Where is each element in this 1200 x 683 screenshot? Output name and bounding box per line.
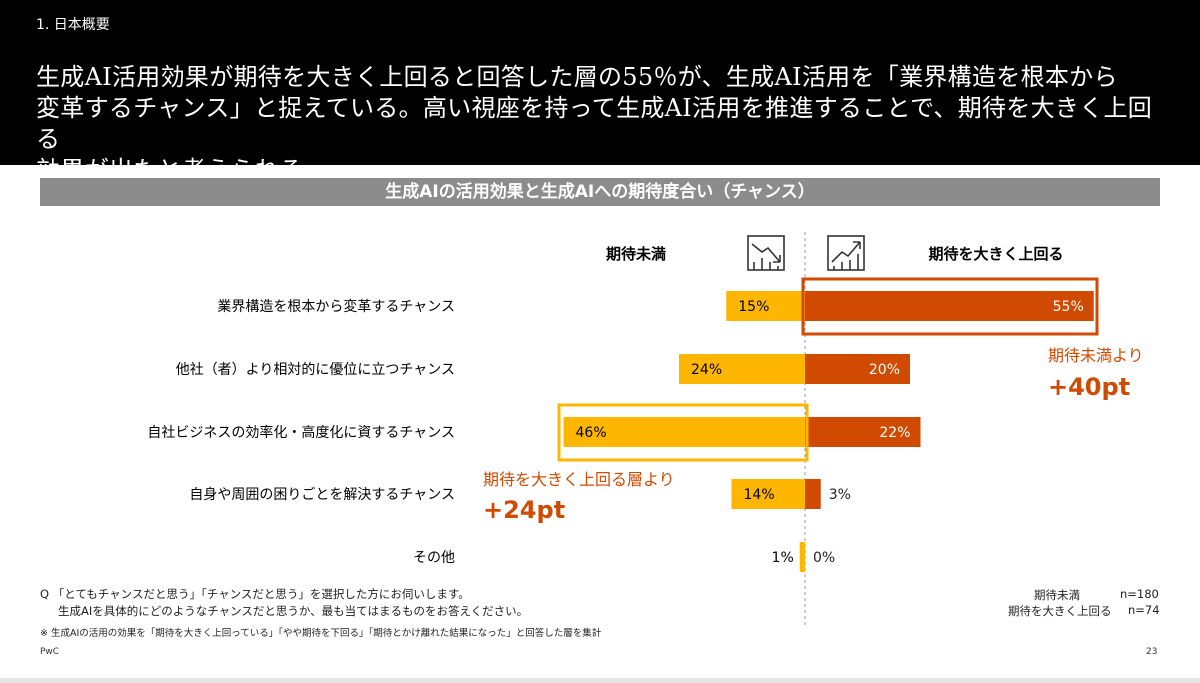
bar-above-label: 22% [879, 425, 910, 441]
up-trend-icon [827, 235, 865, 271]
annotation-left-caption: 期待を大きく上回る層より [483, 470, 675, 489]
highlight-box-right [801, 277, 1099, 336]
sample-right-label: 期待を大きく上回る [1008, 604, 1112, 618]
legend-left-label: 期待未満 [606, 245, 666, 263]
bar-below-label: 24% [691, 362, 722, 378]
annotation-left-value: +24pt [483, 496, 565, 524]
bar-above-expectation [805, 479, 821, 509]
bar-below-label: 46% [576, 425, 607, 441]
highlight-box-left [557, 403, 809, 462]
bar-above-label: 20% [869, 362, 900, 378]
sample-left-n: n=180 [1120, 587, 1159, 601]
bar-below-expectation [726, 291, 805, 321]
category-label: 業界構造を根本から変革するチャンス [217, 298, 455, 315]
bar-above-expectation [805, 417, 921, 447]
bar-below-expectation [563, 417, 805, 447]
bar-below-expectation [799, 542, 805, 572]
annotation-right-caption: 期待未満より [1048, 346, 1144, 365]
bars-group: 15% 55% 24% 20% 46% 22% 14% 3% 1% 0% [563, 291, 1094, 572]
bar-below-label: 1% [772, 550, 794, 566]
category-label: 他社（者）より相対的に優位に立つチャンス [176, 362, 455, 378]
headline-line-2: 変革するチャンス」と捉えている。高い視座を持って生成AI活用を推進することで、期… [36, 94, 1153, 153]
headline-line-1: 生成AI活用効果が期待を大きく上回ると回答した層の55％が、生成AI活用を「業界… [36, 63, 1118, 91]
category-label: その他 [413, 550, 455, 566]
bar-above-expectation [805, 354, 910, 384]
question-line-1: Q 「とてもチャンスだと思う」「チャンスだと思う」を選択した方にお伺いします。 [40, 587, 470, 601]
sample-left-label: 期待未満 [1034, 588, 1080, 602]
header-band: 1. 日本概要 生成AI活用効果が期待を大きく上回ると回答した層の55％が、生成… [0, 0, 1200, 184]
bar-below-expectation [731, 479, 805, 509]
sample-right-n: n=74 [1128, 603, 1160, 617]
bar-below-label: 14% [744, 487, 775, 503]
category-labels: 業界構造を根本から変革するチャンス他社（者）より相対的に優位に立つチャンス自社ビ… [147, 298, 455, 566]
down-trend-icon [747, 235, 785, 271]
question-line-2: 生成AIを具体的にどのようなチャンスだと思うか、最も当てはまるものをお答えくださ… [58, 604, 529, 618]
bottom-rule [0, 678, 1200, 683]
brand-logo-text: PwC [40, 647, 60, 657]
bar-above-label: 0% [813, 550, 835, 566]
chart-title: 生成AIの活用効果と生成AIへの期待度合い（チャンス） [40, 178, 1160, 206]
legend-right-label: 期待を大きく上回る [928, 245, 1063, 263]
bar-above-expectation [805, 291, 1094, 321]
annotation-right-value: +40pt [1048, 373, 1130, 401]
footnote: ※ 生成AIの活用の効果を「期待を大きく上回っている」「やや期待を下回る」「期待… [40, 628, 602, 639]
section-label: 1. 日本概要 [36, 17, 110, 33]
page-number: 23 [1146, 647, 1158, 657]
bar-above-label: 55% [1053, 299, 1084, 315]
bar-below-label: 15% [738, 299, 769, 315]
category-label: 自社ビジネスの効率化・高度化に資するチャンス [147, 424, 455, 441]
category-label: 自身や周囲の困りごとを解決するチャンス [189, 487, 455, 503]
bar-below-expectation [679, 354, 805, 384]
bar-above-label: 3% [829, 487, 851, 503]
